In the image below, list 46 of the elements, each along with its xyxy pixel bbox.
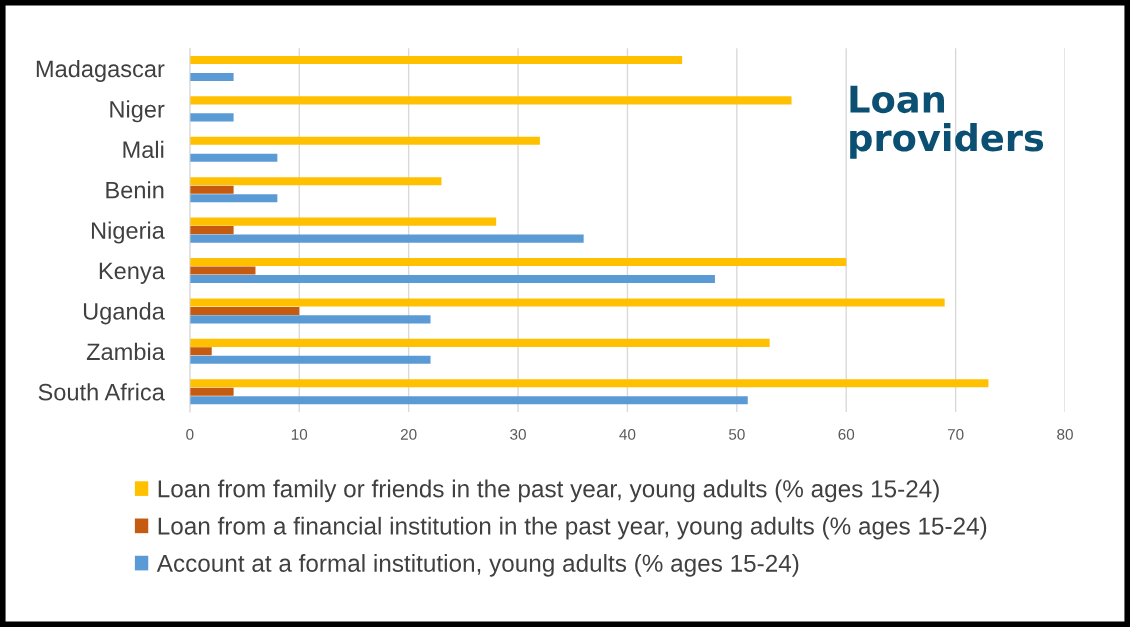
- bar: [189, 338, 770, 347]
- x-tick-label: 40: [619, 429, 636, 440]
- x-tick-label: 80: [1057, 429, 1073, 440]
- bar: [189, 194, 278, 203]
- y-tick-label: Nigeria: [91, 221, 165, 244]
- bar: [189, 217, 497, 226]
- x-tick-label: 10: [291, 429, 308, 440]
- bar: [189, 185, 234, 194]
- bar: [189, 226, 234, 235]
- legend-label: Loan from family or friends in the past year, young adults (% ages 15-24): [158, 479, 939, 503]
- bar: [189, 396, 748, 405]
- bar: [189, 298, 945, 307]
- y-tick-label: Benin: [106, 181, 164, 199]
- y-tick-label: Mali: [123, 140, 164, 159]
- bar: [189, 355, 431, 364]
- bar: [189, 153, 278, 162]
- bar: [189, 315, 431, 324]
- y-tick-label: Zambia: [86, 342, 165, 361]
- bar: [189, 55, 683, 65]
- x-tick-label: 50: [728, 429, 745, 440]
- bar: [189, 72, 234, 82]
- bar: [189, 113, 234, 122]
- bar: [189, 387, 234, 396]
- bar: [189, 347, 212, 356]
- y-tick-label: Uganda: [83, 302, 165, 325]
- y-tick-label: South Africa: [38, 383, 165, 401]
- bar: [189, 96, 792, 105]
- x-tick-label: 70: [947, 429, 964, 440]
- bar: [189, 274, 715, 284]
- bar: [189, 177, 442, 186]
- bar: [189, 257, 847, 267]
- bar: [189, 306, 300, 315]
- bar: [189, 379, 989, 388]
- x-tick-label: 30: [510, 429, 526, 440]
- legend-label: Loan from a financial institution in the past year, young adults (% ages 15-24): [158, 516, 987, 540]
- x-tick-label: 60: [838, 429, 855, 440]
- legend-label: Account at a formal institution, young adults (% ages 15-24): [156, 554, 799, 577]
- bar: [189, 266, 256, 275]
- y-tick-label: Niger: [110, 100, 165, 123]
- text: Loan providers: [850, 85, 1044, 159]
- y-tick-label: Madagascar: [36, 59, 165, 82]
- x-tick-label: 0: [186, 429, 194, 440]
- bar: [189, 234, 584, 243]
- y-tick-label: Kenya: [99, 262, 165, 284]
- x-tick-label: 20: [400, 429, 417, 440]
- bar: [189, 136, 540, 145]
